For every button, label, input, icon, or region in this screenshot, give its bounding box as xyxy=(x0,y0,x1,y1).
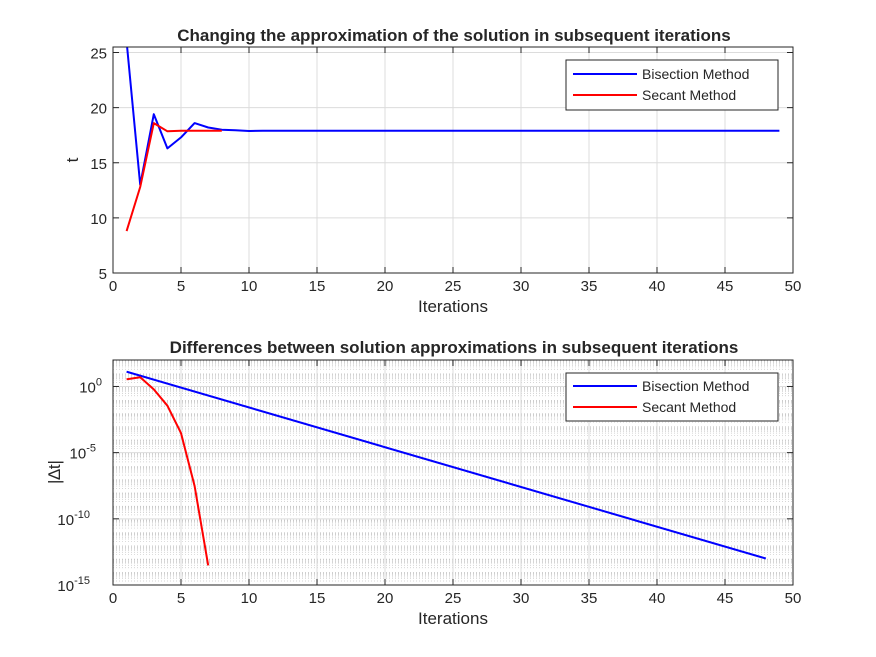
x-tick-label: 0 xyxy=(109,590,117,607)
x-tick-label: 20 xyxy=(377,590,394,607)
x-tick-label: 35 xyxy=(581,278,598,295)
x-tick-label: 45 xyxy=(717,278,734,295)
chart-top: Changing the approximation of the soluti… xyxy=(63,26,801,316)
x-tick-label: 10 xyxy=(241,278,258,295)
series-line-secant xyxy=(125,122,222,232)
chart-bottom-legend: Bisection Method Secant Method xyxy=(565,372,779,422)
chart-bottom-legend-label-bisection: Bisection Method xyxy=(642,378,749,394)
chart-top-legend-label-secant: Secant Method xyxy=(642,87,736,103)
chart-bottom-legend-box xyxy=(565,372,779,422)
x-tick-label: 50 xyxy=(785,590,802,607)
y-tick-label: 5 xyxy=(99,266,107,283)
chart-top-legend: Bisection Method Secant Method xyxy=(565,59,779,111)
chart-top-legend-box xyxy=(565,59,779,111)
x-tick-label: 15 xyxy=(309,278,326,295)
x-tick-label: 50 xyxy=(785,278,802,295)
x-tick-label: 40 xyxy=(649,590,666,607)
x-tick-label: 5 xyxy=(177,590,185,607)
chart-top-legend-label-bisection: Bisection Method xyxy=(642,66,749,82)
x-tick-label: 20 xyxy=(377,278,394,295)
chart-bottom-xlabel: Iterations xyxy=(418,609,488,628)
x-tick-label: 0 xyxy=(109,278,117,295)
x-tick-label: 15 xyxy=(309,590,326,607)
chart-bottom-series xyxy=(126,370,767,566)
series-line-bisection xyxy=(126,47,780,186)
y-tick-label: 20 xyxy=(90,101,107,118)
chart-top-xlabel: Iterations xyxy=(418,297,488,316)
chart-bottom-grid xyxy=(112,360,794,586)
chart-top-series xyxy=(125,47,780,232)
series-line-bisection xyxy=(126,370,767,560)
x-tick-label: 45 xyxy=(717,590,734,607)
y-tick-label: 10 xyxy=(90,211,107,228)
chart-bottom-title: Differences between solution approximati… xyxy=(170,338,739,357)
chart-bottom: Differences between solution approximati… xyxy=(45,338,801,628)
x-tick-label: 35 xyxy=(581,590,598,607)
series-line-secant xyxy=(126,376,210,566)
x-tick-label: 25 xyxy=(445,278,462,295)
chart-top-title: Changing the approximation of the soluti… xyxy=(177,26,730,45)
x-tick-label: 25 xyxy=(445,590,462,607)
x-tick-label: 40 xyxy=(649,278,666,295)
x-tick-label: 5 xyxy=(177,278,185,295)
x-tick-label: 30 xyxy=(513,590,530,607)
chart-top-ylabel: t xyxy=(63,157,82,162)
y-tick-label: 15 xyxy=(90,156,107,173)
chart-bottom-ylabel: |∆t| xyxy=(45,460,64,484)
chart-bottom-legend-label-secant: Secant Method xyxy=(642,399,736,415)
x-tick-label: 10 xyxy=(241,590,258,607)
x-tick-label: 30 xyxy=(513,278,530,295)
y-tick-label: 25 xyxy=(90,46,107,63)
